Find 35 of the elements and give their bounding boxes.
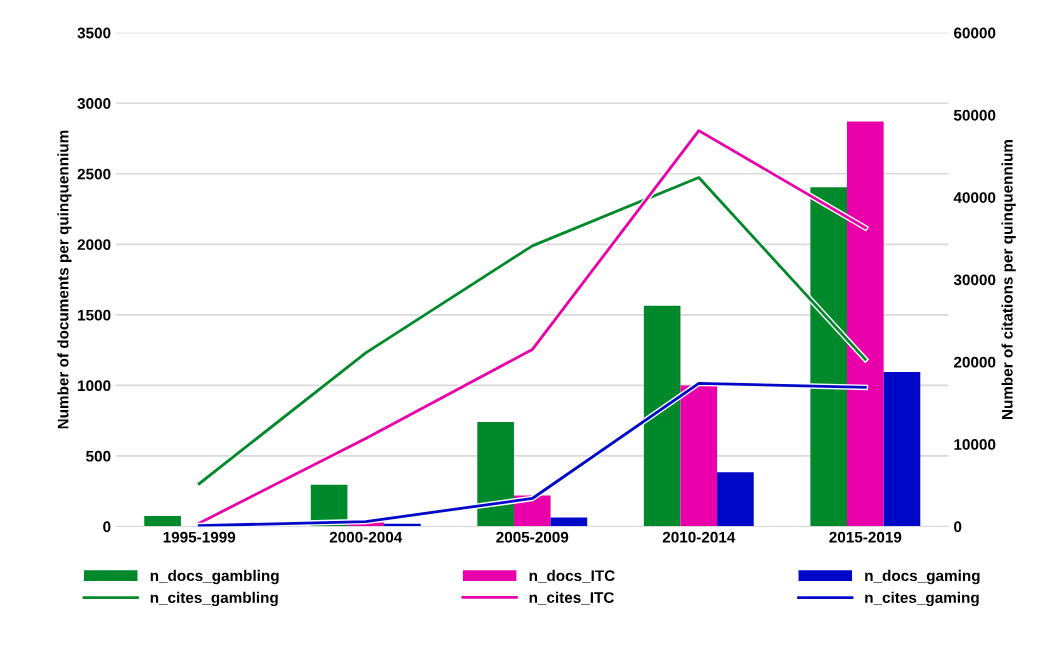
- x-tick-label: 2005-2009: [496, 531, 569, 543]
- bar: [477, 422, 514, 527]
- y-tick-label: 3500: [77, 27, 111, 39]
- x-tick-label: 1995-1999: [163, 531, 236, 543]
- bar: [643, 305, 681, 527]
- legend-label: n_cites_ITC: [529, 591, 614, 605]
- x-tick-label: 2015-2019: [829, 531, 902, 543]
- y-tick-label: 0: [103, 521, 111, 533]
- bar: [883, 371, 921, 527]
- y-tick-label: 2500: [77, 168, 111, 180]
- bar: [717, 472, 754, 527]
- bar: [680, 385, 718, 527]
- legend-label: n_cites_gaming: [865, 591, 979, 607]
- y-tick-label: 3000: [77, 98, 111, 109]
- y-tick-label: 2000: [77, 239, 111, 250]
- y2-tick-label: 20000: [953, 356, 996, 368]
- y2-tick-label: 40000: [953, 192, 996, 203]
- bar: [144, 515, 181, 527]
- y2-tick-label: 0: [954, 521, 962, 533]
- y2-tick-label: 30000: [953, 274, 996, 286]
- bar: [550, 517, 588, 527]
- x-tick-label: 2010-2014: [662, 531, 736, 543]
- legend-label: n_docs_gambling: [150, 569, 279, 585]
- y2-tick-label: 60000: [954, 27, 996, 39]
- y-tick-label: 1000: [78, 380, 111, 392]
- legend-label: n_docs_gaming: [865, 569, 980, 585]
- x-tick-label: 2000-2004: [329, 531, 403, 543]
- legend-label: n_docs_ITC: [529, 569, 615, 583]
- legend-label: n_cites_gambling: [150, 591, 278, 607]
- y2-axis-title: Number of citations per quinquennium: [1001, 140, 1016, 420]
- y-tick-label: 1500: [78, 309, 111, 321]
- y-tick-label: 500: [86, 450, 111, 462]
- y2-tick-label: 10000: [954, 439, 996, 450]
- y2-tick-label: 50000: [953, 109, 996, 121]
- y-axis-title: Number of documents per quinquennium: [57, 130, 72, 429]
